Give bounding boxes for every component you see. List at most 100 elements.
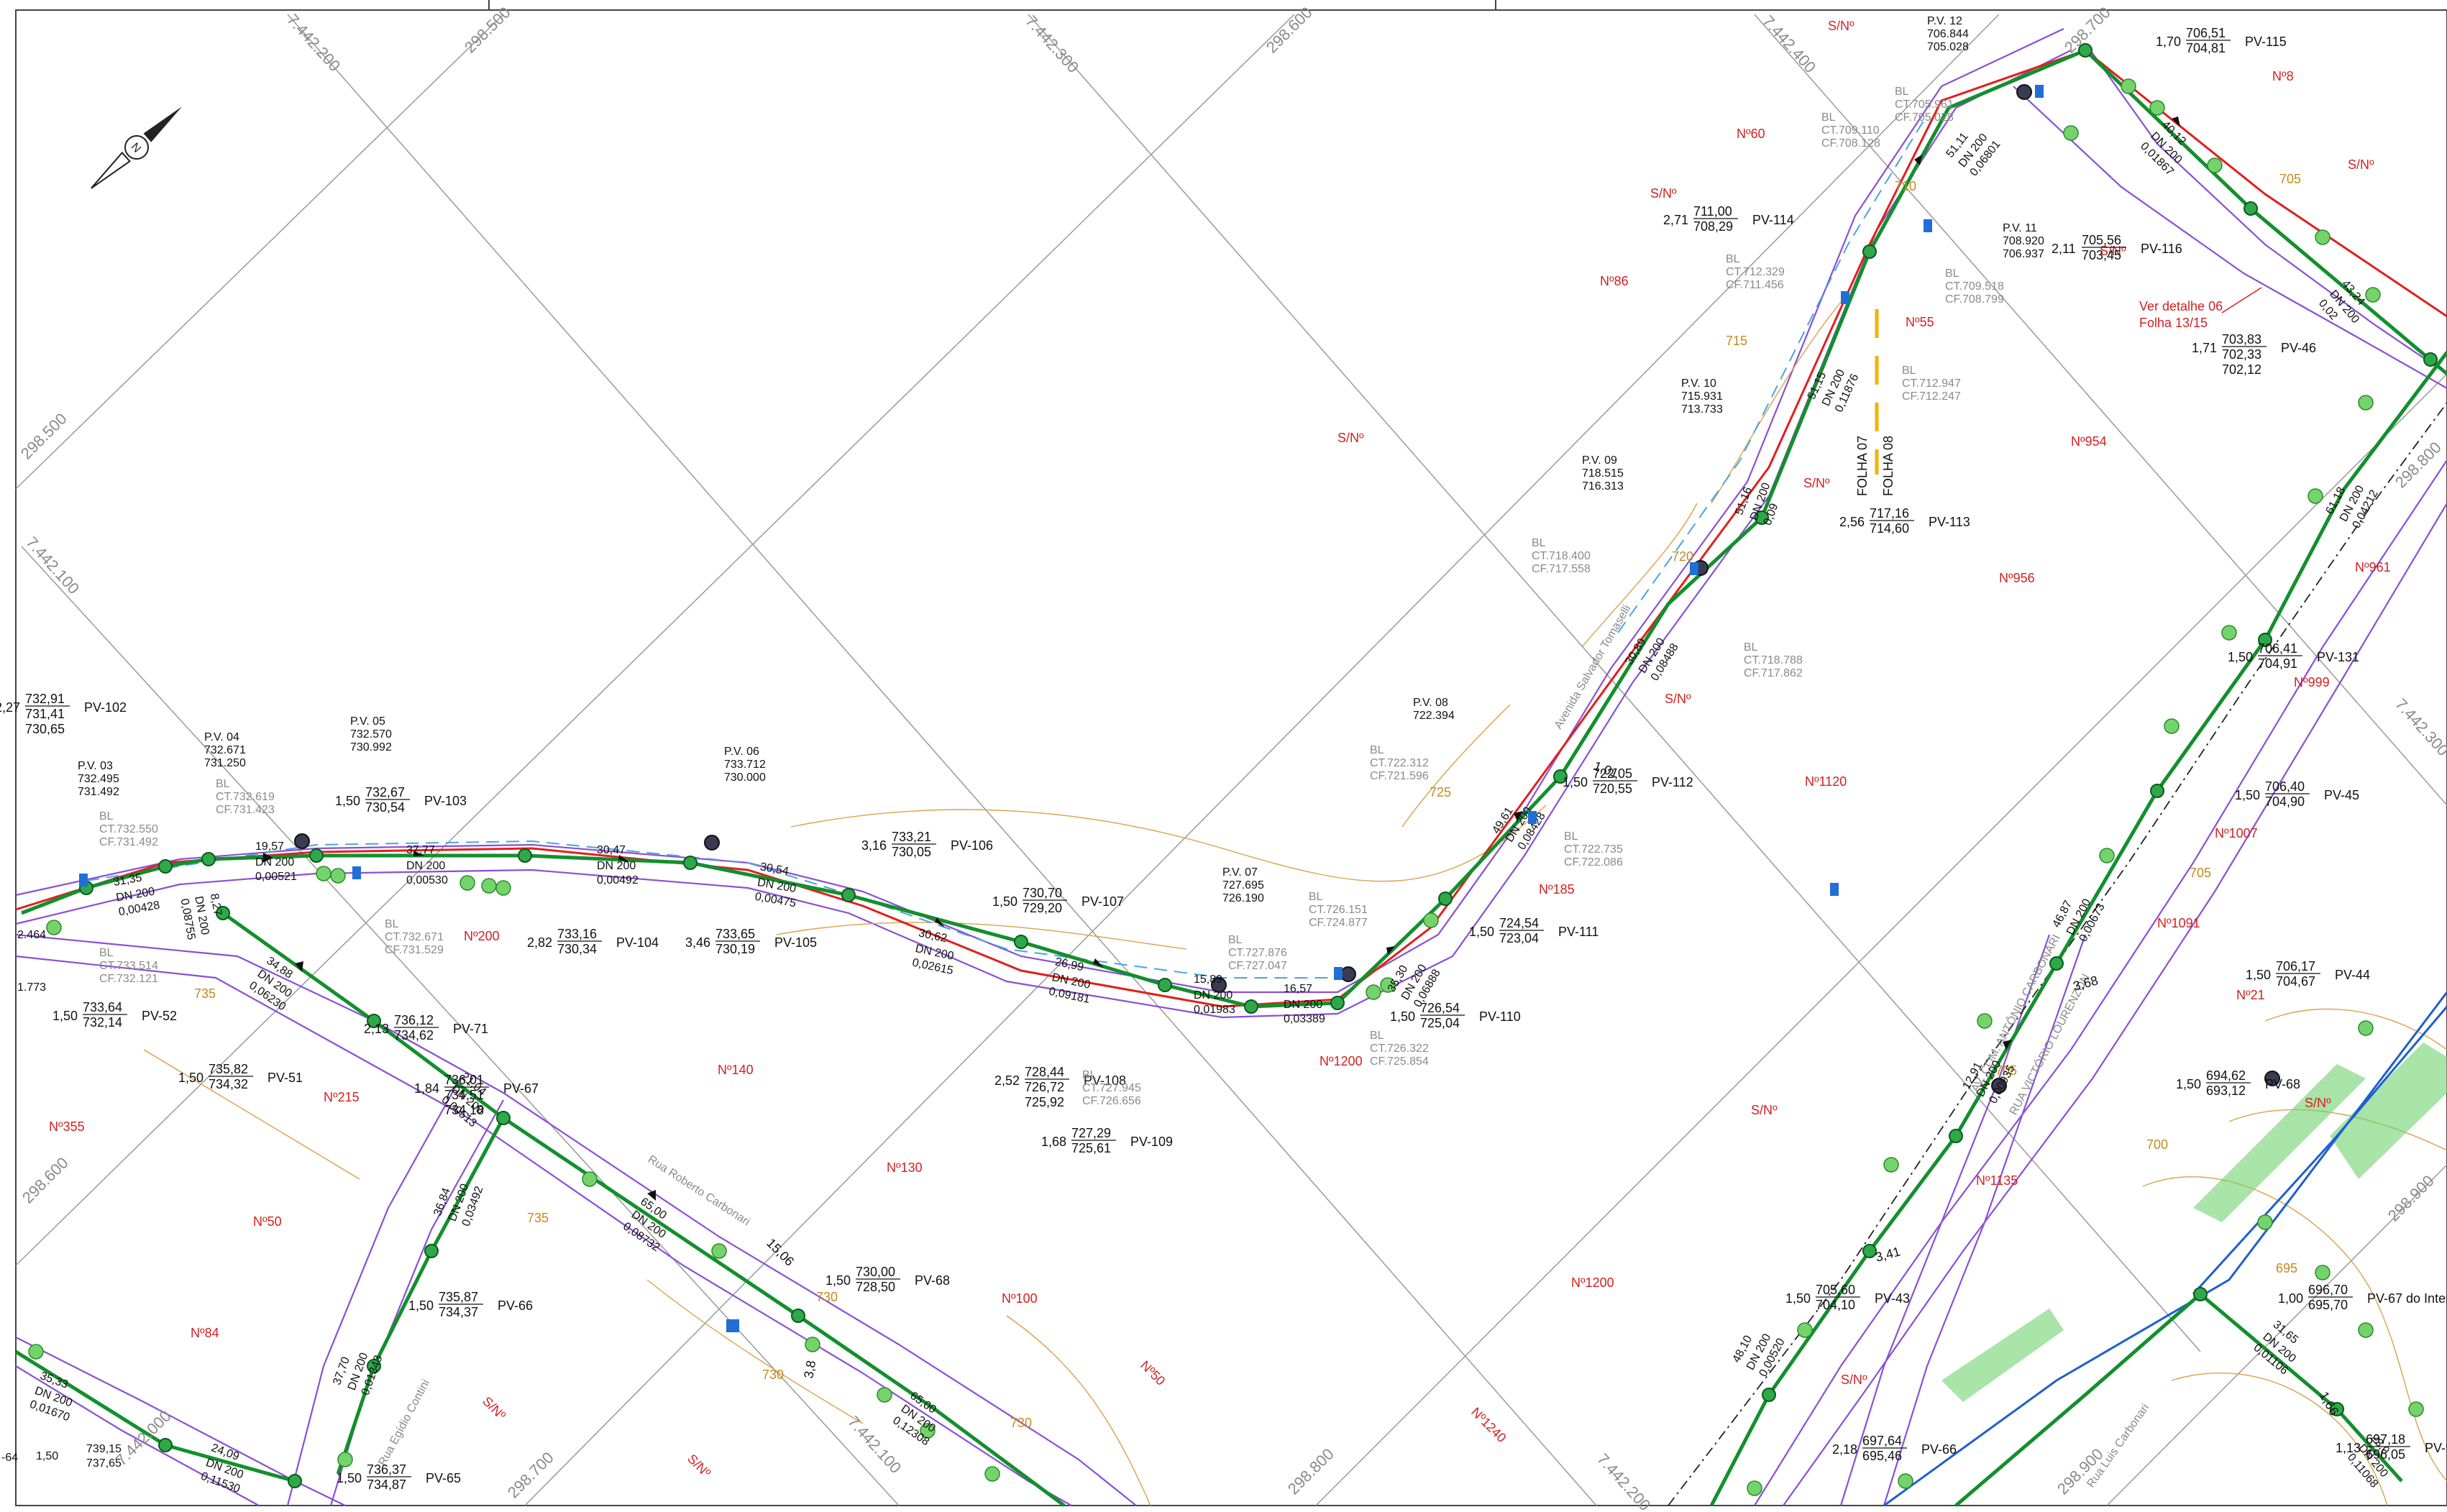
pv-name: PV-45 <box>2324 788 2359 802</box>
bl-tag: BL <box>1309 891 1323 903</box>
lot-number: Nº355 <box>49 1119 85 1134</box>
pv-top-elevation: 705,60 <box>1816 1283 1855 1297</box>
lot-number: Nº86 <box>1600 274 1629 288</box>
pv-top-elevation: 697,64 <box>1862 1434 1902 1448</box>
pv-depth: 1,68 <box>1041 1135 1066 1149</box>
edge-value: 737,65 <box>86 1457 122 1470</box>
bl-tag: BL <box>1945 267 1959 280</box>
pv-name: PV-71 <box>453 1022 488 1036</box>
contour-label: 735 <box>194 986 216 1001</box>
contour-label: 715 <box>1726 334 1747 348</box>
svg-text:718.515: 718.515 <box>1582 467 1624 480</box>
segment-length: 31,35 <box>112 871 142 889</box>
svg-text:731.250: 731.250 <box>204 757 246 769</box>
contour-label: 695 <box>2276 1261 2297 1275</box>
pv-depth: 1,50 <box>52 1009 78 1023</box>
svg-text:730.000: 730.000 <box>724 771 766 784</box>
bl-ct: CT.726.151 <box>1309 904 1368 916</box>
pv-name: PV-103 <box>424 794 467 808</box>
pv-depth: 1,50 <box>2228 650 2253 664</box>
segment-length: 37,77 <box>406 844 435 856</box>
edge-value: 1,50 <box>36 1450 58 1462</box>
pipe-nodes <box>79 43 2438 1488</box>
grid-coord: 7.442.200 <box>283 11 344 75</box>
pv-top-elevation: 735,87 <box>439 1290 478 1304</box>
utility-line-blue <box>1883 991 2447 1507</box>
flow-arrows <box>262 116 2180 1201</box>
bl-cf: CF.722.086 <box>1564 856 1623 869</box>
bl-ct: CT.732.619 <box>216 791 275 803</box>
bl-cf: CF.717.862 <box>1744 667 1803 679</box>
pv-bottom-elevation: 708,29 <box>1693 219 1733 234</box>
contour-label: 730 <box>816 1290 838 1304</box>
pv-depth: 2,71 <box>1663 213 1688 227</box>
contour-label: 730 <box>1010 1416 1032 1430</box>
grid-coord: 298.600 <box>19 1154 72 1207</box>
pv-depth: 1,50 <box>1390 1009 1415 1024</box>
edge-value: 1.773 <box>17 981 46 994</box>
pv-depth: 2,27 <box>0 700 20 715</box>
pv-bottom-elevation: 695,46 <box>1862 1449 1902 1463</box>
contour-label: 705 <box>2190 866 2211 880</box>
bl-tag: BL <box>99 947 114 959</box>
grid-coord: 7.442.200 <box>1593 1450 1654 1512</box>
grid-coord: 7.442.300 <box>2392 695 2447 759</box>
pv-top-elevation: 726,54 <box>1420 1001 1460 1015</box>
pv-bottom-elevation: 704,81 <box>2186 41 2226 55</box>
pv-top-elevation: 733,16 <box>557 927 597 941</box>
axis-line <box>1668 402 2447 1506</box>
pipe-segment-label: 30,47 DN 200 0,00492 <box>597 844 639 886</box>
bl-cf: CF.708.128 <box>1821 137 1880 150</box>
bl-ct: CT.712.329 <box>1726 266 1785 278</box>
pv-bottom-elevation: 704,67 <box>2276 974 2315 989</box>
lot-number: Nº8 <box>2272 69 2294 83</box>
pv-extra-elevation: 734,18 <box>444 1103 484 1117</box>
svg-text:730.992: 730.992 <box>350 741 392 753</box>
svg-text:726.190: 726.190 <box>1222 892 1264 904</box>
pv-depth: 1,50 <box>335 794 360 808</box>
pv-callout: P.V. 11 708.920 706.937 <box>2003 222 2044 260</box>
contour-label: 735 <box>527 1211 549 1225</box>
pv-depth: 3,46 <box>685 935 710 950</box>
bl-cf: CF.731.529 <box>385 944 444 956</box>
segment-diameter: DN 200 <box>1284 999 1322 1011</box>
pv-name: PV-68 <box>2265 1077 2300 1091</box>
pv-bottom-elevation: 734,87 <box>367 1477 406 1492</box>
pv-callout: P.V. 09 718.515 716.313 <box>1582 454 1624 492</box>
pv-name: PV-131 <box>2317 650 2359 664</box>
contour-label: 705 <box>2279 172 2301 186</box>
svg-text:P.V. 05: P.V. 05 <box>350 715 385 728</box>
pv-depth: 1,50 <box>2176 1077 2201 1091</box>
bl-ct: CT.726.322 <box>1370 1043 1429 1055</box>
pv-name: PV-66 <box>498 1298 533 1313</box>
pv-top-elevation: 706,40 <box>2265 779 2305 794</box>
trees <box>28 78 2424 1496</box>
bl-cf: CF.732.121 <box>99 973 158 985</box>
svg-text:722.394: 722.394 <box>1413 710 1455 722</box>
pv-bottom-elevation: 703,45 <box>2082 248 2121 262</box>
pv-depth: 1,50 <box>992 894 1017 909</box>
bl-cf: CF.708.799 <box>1945 293 2004 306</box>
pv-depth: 1,50 <box>408 1298 434 1313</box>
